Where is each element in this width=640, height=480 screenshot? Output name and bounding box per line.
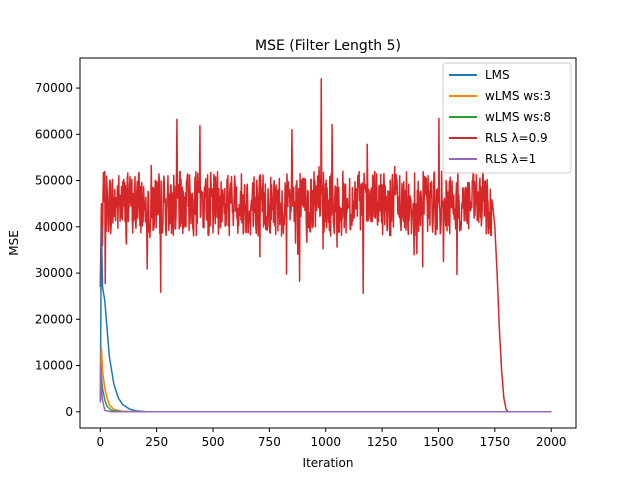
y-tick-label: 70000 xyxy=(35,81,73,95)
y-tick-label: 30000 xyxy=(35,266,73,280)
y-tick-label: 10000 xyxy=(35,359,73,373)
x-tick-label: 1750 xyxy=(480,435,511,449)
axes-frame xyxy=(79,57,577,429)
x-tick-label: 1250 xyxy=(367,435,398,449)
x-tick-label: 750 xyxy=(258,435,281,449)
y-tick-label: 20000 xyxy=(35,312,73,326)
x-axis-label: Iteration xyxy=(303,456,354,470)
plot-area xyxy=(99,78,552,413)
y-tick-label: 40000 xyxy=(35,220,73,234)
x-tick-label: 1500 xyxy=(423,435,454,449)
y-tick-label: 50000 xyxy=(35,174,73,188)
legend: LMS wLMS ws:3 wLMS ws:8 RLS λ=0.9 RLS λ=1 xyxy=(442,62,572,174)
series-line-4 xyxy=(99,364,552,413)
legend-box xyxy=(442,62,572,174)
chart-title: MSE (Filter Length 5) xyxy=(255,38,401,54)
y-tick-label: 0 xyxy=(65,405,73,419)
x-tick-label: 0 xyxy=(96,435,104,449)
x-tick-label: 500 xyxy=(202,435,225,449)
legend-label: wLMS ws:8 xyxy=(485,110,551,124)
y-tick-label: 60000 xyxy=(35,127,73,141)
y-axis-label: MSE xyxy=(7,230,21,256)
series-line-3 xyxy=(99,78,552,413)
legend-label: RLS λ=0.9 xyxy=(485,131,548,145)
axis-ticks: 0 250 500 750 1000 1250 1500 1750 20000100002000… xyxy=(35,81,567,449)
x-tick-label: 250 xyxy=(145,435,168,449)
legend-label: LMS xyxy=(485,68,510,82)
x-tick-label: 1000 xyxy=(310,435,341,449)
x-tick-label: 2000 xyxy=(536,435,567,449)
legend-label: RLS λ=1 xyxy=(485,152,536,166)
legend-label: wLMS ws:3 xyxy=(485,89,551,103)
